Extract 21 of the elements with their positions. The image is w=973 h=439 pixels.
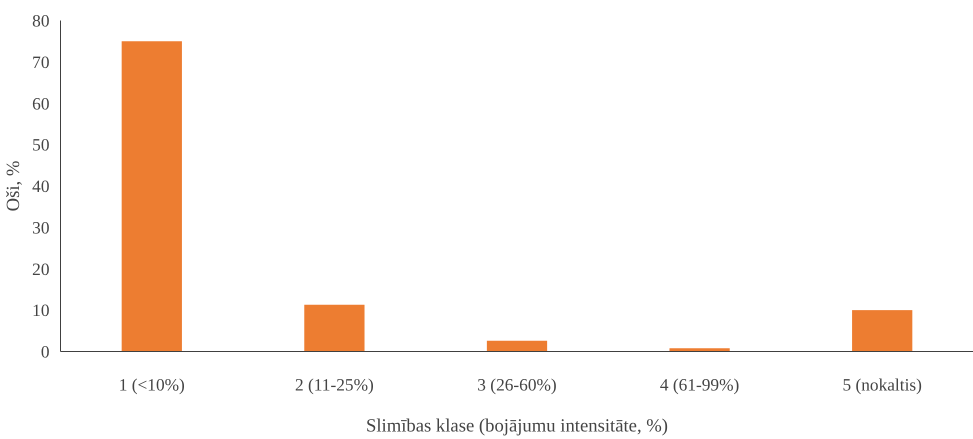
- y-tick-label: 10: [32, 301, 50, 320]
- x-tick-label: 4 (61-99%): [660, 376, 740, 394]
- y-tick-label: 30: [32, 218, 50, 238]
- bar: [304, 304, 365, 352]
- x-tick-label: 2 (11-25%): [295, 376, 374, 394]
- y-tick-label: 50: [32, 136, 50, 155]
- bar: [122, 41, 182, 352]
- bar: [669, 348, 730, 352]
- x-tick-label: 1 (<10%): [118, 376, 186, 394]
- y-tick-label: 80: [32, 12, 50, 30]
- y-tick-label: 70: [32, 52, 50, 72]
- y-tick-label: 0: [40, 342, 50, 362]
- bar: [852, 310, 912, 352]
- y-tick-label: 20: [32, 260, 50, 279]
- x-axis-title: Slimības klase (bojājumu intensitāte, %): [366, 416, 668, 436]
- y-tick-label: 60: [32, 94, 50, 114]
- x-tick-label: 5 (nokaltis): [842, 376, 922, 394]
- x-tick-label: 3 (26-60%): [477, 376, 557, 394]
- y-axis-title: Oši, %: [3, 160, 24, 212]
- bar: [486, 340, 548, 352]
- y-tick-label: 40: [32, 177, 50, 196]
